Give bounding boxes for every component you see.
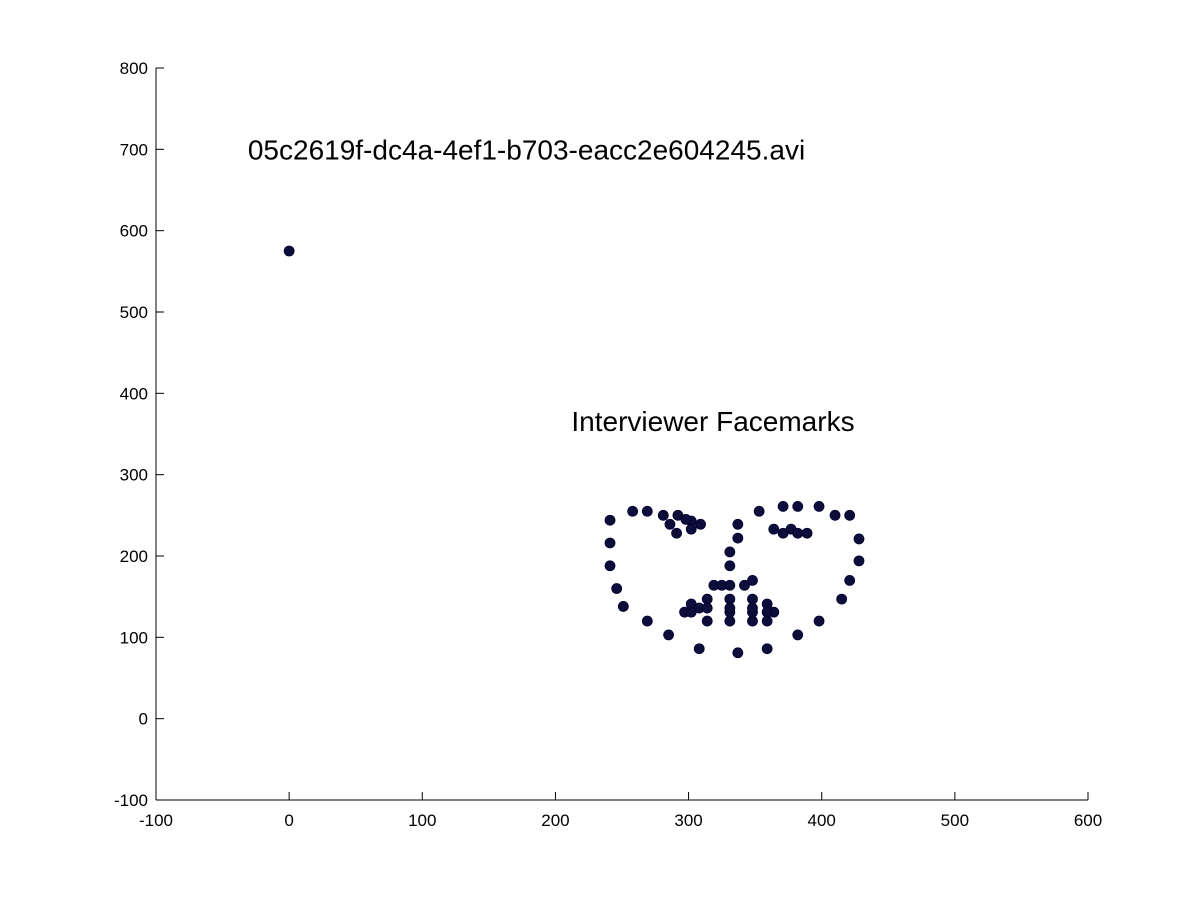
y-tick-label: 400 <box>120 384 148 403</box>
facemark-point <box>604 537 616 549</box>
facemark-point <box>641 615 653 627</box>
facemark-point <box>732 532 744 544</box>
data-points <box>283 245 865 659</box>
facemark-point <box>747 593 758 605</box>
facemark-point <box>680 514 692 525</box>
facemark-point <box>627 505 639 517</box>
facemark-point <box>747 575 758 586</box>
facemark-point <box>732 647 744 659</box>
annotation-text: Interviewer Facemarks <box>571 406 854 437</box>
facemark-point <box>813 615 825 627</box>
facemark-point <box>768 523 780 535</box>
facemark-point <box>663 629 674 641</box>
facemark-point <box>283 245 295 257</box>
facemark-point <box>792 629 804 641</box>
facemark-point <box>792 500 804 512</box>
y-tick-label: 800 <box>120 59 148 78</box>
facemark-point <box>685 606 697 618</box>
x-tick-label: 600 <box>1074 811 1102 830</box>
facemark-point <box>844 575 856 586</box>
y-tick-label: 100 <box>120 628 148 647</box>
facemark-point <box>685 523 697 535</box>
facemark-point <box>829 509 841 521</box>
facemark-point <box>853 533 865 545</box>
facemark-point <box>801 527 813 539</box>
facemark-point <box>813 500 825 512</box>
facemark-point <box>724 615 736 627</box>
y-tick-label: 200 <box>120 547 148 566</box>
facemark-point <box>777 500 789 512</box>
facemark-point <box>753 505 765 517</box>
facemark-point <box>747 615 758 627</box>
facemark-point <box>724 579 736 591</box>
x-tick-label: 300 <box>674 811 702 830</box>
facemark-point <box>853 555 865 567</box>
annotations: 05c2619f-dc4a-4ef1-b703-eacc2e604245.avi… <box>248 134 855 437</box>
facemark-point <box>611 583 623 594</box>
facemark-point <box>747 602 758 614</box>
y-tick-label: 600 <box>120 222 148 241</box>
facemark-point <box>836 593 848 605</box>
annotation-text: 05c2619f-dc4a-4ef1-b703-eacc2e604245.avi <box>248 134 805 165</box>
facemark-point <box>641 505 653 517</box>
y-tick-label: 500 <box>120 303 148 322</box>
x-tick-label: 0 <box>284 811 293 830</box>
facemark-point <box>739 579 750 591</box>
facemark-point <box>761 606 773 618</box>
y-tick-label: 700 <box>120 140 148 159</box>
facemark-point <box>693 643 705 655</box>
facemark-point <box>724 560 736 572</box>
facemark-point <box>724 546 736 558</box>
facemark-point <box>701 615 713 627</box>
facemark-point <box>724 593 736 605</box>
y-tick-label: -100 <box>114 791 148 810</box>
facemark-point <box>664 518 676 530</box>
facemark-point <box>657 509 669 521</box>
facemark-point <box>732 518 744 530</box>
facemark-point <box>701 593 713 605</box>
x-tick-label: 500 <box>941 811 969 830</box>
facemark-point <box>617 601 629 612</box>
x-tick-label: -100 <box>139 811 173 830</box>
x-tick-label: 200 <box>541 811 569 830</box>
facemark-point <box>761 615 773 627</box>
y-tick-label: 300 <box>120 466 148 485</box>
facemark-point <box>724 602 736 614</box>
facemark-point <box>701 602 713 614</box>
facemark-point <box>761 643 773 655</box>
x-tick-label: 100 <box>408 811 436 830</box>
axes: -100 0 100 200 300 400 500 600 -100 0 100 200 300 400… <box>114 59 1102 830</box>
x-tick-label: 400 <box>808 811 836 830</box>
facemark-point <box>792 527 804 539</box>
facemark-point <box>604 560 616 572</box>
facemark-point <box>671 527 682 539</box>
facemark-point <box>604 514 616 526</box>
facemark-point <box>695 518 706 530</box>
y-tick-label: 0 <box>139 710 148 729</box>
facemark-point <box>844 509 856 521</box>
